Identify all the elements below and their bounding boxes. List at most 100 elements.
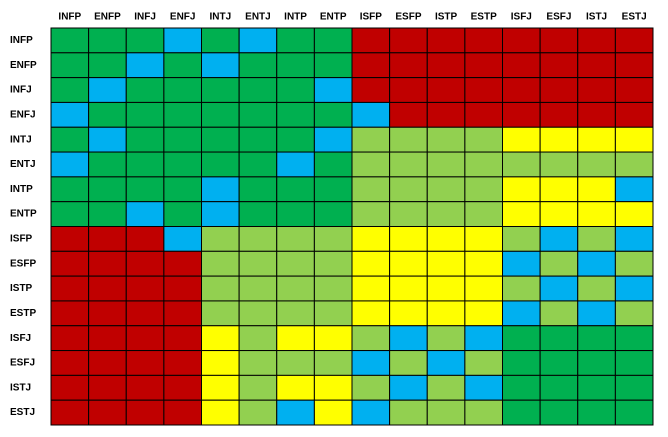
cell: [577, 300, 616, 327]
cell: [577, 374, 616, 401]
cell: [426, 101, 466, 128]
cell: [539, 325, 579, 352]
cell: [238, 101, 278, 128]
cell: [426, 52, 466, 79]
cell: [614, 52, 654, 79]
cell: [201, 275, 240, 302]
cell: [464, 77, 503, 103]
row-label: INFJ: [10, 85, 32, 96]
cell: [351, 176, 391, 203]
column-label: ENTJ: [245, 12, 271, 23]
cell: [276, 151, 315, 178]
cell: [502, 151, 541, 178]
cell: [163, 176, 202, 203]
cell: [389, 250, 428, 277]
cell: [50, 77, 90, 103]
row-label: ESTP: [10, 308, 36, 319]
cell: [313, 226, 353, 252]
cell: [464, 176, 503, 203]
cell: [88, 275, 127, 302]
cell: [163, 151, 202, 178]
cell: [614, 325, 654, 352]
cell: [464, 399, 503, 426]
cell: [50, 176, 90, 203]
row-label: ENFP: [10, 60, 37, 71]
cell: [502, 300, 541, 327]
cell: [276, 275, 315, 302]
cell: [163, 27, 202, 54]
cell: [577, 52, 616, 79]
cell: [389, 325, 428, 352]
cell: [539, 52, 579, 79]
cell: [125, 126, 165, 153]
cell: [614, 151, 654, 178]
cell: [577, 201, 616, 227]
column-label: ISTP: [435, 12, 458, 23]
cell: [389, 151, 428, 178]
cell: [88, 77, 127, 103]
column-label: INFP: [58, 12, 81, 23]
cell: [313, 176, 353, 203]
cell: [464, 126, 503, 153]
cell: [313, 399, 353, 426]
cell: [276, 176, 315, 203]
cell: [50, 350, 90, 376]
cell: [201, 201, 240, 227]
row-label: ISTJ: [10, 382, 31, 393]
cell: [276, 325, 315, 352]
cell: [539, 176, 579, 203]
cell: [163, 325, 202, 352]
cell: [389, 126, 428, 153]
row-label: ISFP: [10, 234, 33, 245]
cell: [163, 250, 202, 277]
cell: [577, 151, 616, 178]
cell: [276, 250, 315, 277]
cell: [614, 275, 654, 302]
cell: [88, 399, 127, 426]
cell: [88, 374, 127, 401]
cell: [201, 350, 240, 376]
column-label: INFJ: [134, 12, 156, 23]
column-label: ENFJ: [170, 12, 196, 23]
cell: [50, 201, 90, 227]
cell: [426, 300, 466, 327]
cell: [389, 77, 428, 103]
cell: [125, 176, 165, 203]
cell: [88, 126, 127, 153]
cell: [50, 126, 90, 153]
cell: [125, 399, 165, 426]
cell: [464, 101, 503, 128]
column-label: INTP: [284, 12, 307, 23]
cell: [389, 52, 428, 79]
cell: [50, 300, 90, 327]
cell: [88, 151, 127, 178]
cell: [201, 52, 240, 79]
cell: [238, 27, 278, 54]
cell: [389, 399, 428, 426]
cell: [201, 300, 240, 327]
cell: [201, 374, 240, 401]
cell: [426, 350, 466, 376]
cell: [539, 300, 579, 327]
cell: [201, 126, 240, 153]
cell: [577, 101, 616, 128]
cell: [464, 52, 503, 79]
cell: [577, 77, 616, 103]
column-label: ESTP: [471, 12, 497, 23]
cell: [313, 350, 353, 376]
cell: [276, 201, 315, 227]
cell: [351, 151, 391, 178]
cell: [539, 250, 579, 277]
cell: [313, 27, 353, 54]
cell: [426, 275, 466, 302]
cell: [502, 27, 541, 54]
column-label: ISFP: [360, 12, 383, 23]
column-label: ESFP: [395, 12, 421, 23]
cell: [426, 374, 466, 401]
cell: [502, 176, 541, 203]
cell: [163, 350, 202, 376]
cell: [426, 151, 466, 178]
cell: [125, 325, 165, 352]
cell: [163, 77, 202, 103]
cell: [539, 101, 579, 128]
